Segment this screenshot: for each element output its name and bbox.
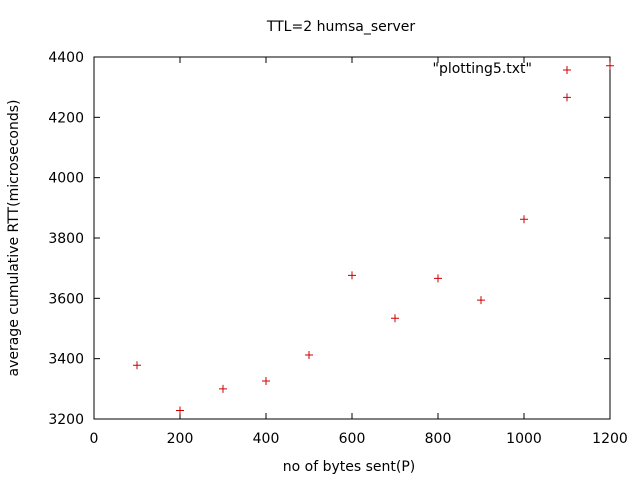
x-tick-label: 200 [167,431,194,447]
y-tick-label: 4400 [48,50,84,66]
data-point [563,93,571,102]
x-axis-label: no of bytes sent(P) [283,459,416,475]
y-tick-label: 3400 [48,352,84,368]
y-tick-label: 4200 [48,110,84,126]
x-axis: 0 200 400 600 800 1000 1200 [90,57,628,447]
x-tick-label: 800 [425,431,452,447]
x-tick-label: 1200 [592,431,628,447]
x-tick-label: 600 [339,431,366,447]
data-point [305,351,313,360]
data-point [434,274,442,283]
y-tick-label: 3800 [48,231,84,247]
plot-border [93,56,611,420]
x-tick-label: 1000 [506,431,542,447]
legend-marker [563,66,571,74]
x-tick-label: 0 [90,431,99,447]
data-points [133,61,614,415]
data-point [606,61,614,70]
data-point [348,271,356,280]
data-point [176,406,184,415]
chart-title: TTL=2 humsa_server [266,19,416,35]
data-point [391,314,399,323]
y-axis-label: average cumulative RTT(microseconds) [6,100,22,377]
legend-marker-plus [563,66,571,74]
x-tick-label: 400 [253,431,280,447]
data-point [219,384,227,393]
y-tick-label: 4000 [48,171,84,187]
data-point [477,296,485,305]
legend-label: "plotting5.txt" [433,61,532,77]
y-axis: 3200 3400 3600 3800 4000 4200 4400 [48,50,610,428]
y-tick-label: 3200 [48,412,84,428]
data-point [520,215,528,224]
y-tick-label: 3600 [48,291,84,307]
data-point [133,361,141,370]
data-point [262,376,270,385]
